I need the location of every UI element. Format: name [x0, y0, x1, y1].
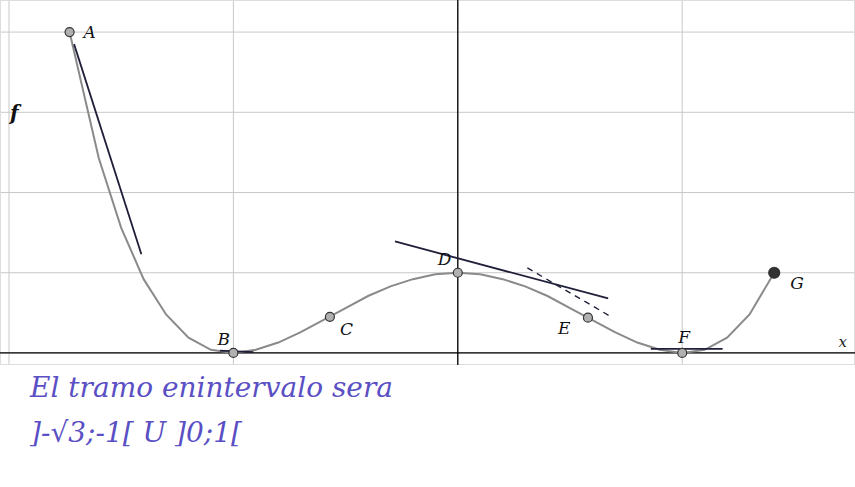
point-label: E: [557, 318, 571, 338]
point: [229, 348, 238, 357]
point: [453, 268, 462, 277]
plot-frame: [1, 1, 855, 365]
grid-line: [0, 32, 855, 33]
point: [65, 28, 74, 37]
grid-line: [0, 352, 855, 353]
tangent-line: [527, 268, 612, 318]
grid-line: [233, 0, 234, 365]
grid-line: [682, 0, 683, 365]
point: [325, 312, 334, 321]
point: [769, 267, 780, 278]
annotation: El tramo enintervalo sera: [29, 371, 393, 404]
x-axis: [0, 352, 855, 353]
tangent-line: [651, 348, 723, 350]
chart: A B C D E F Gx f El tramo enintervalo sera ]-√3;-…: [0, 0, 855, 487]
grid-line: [0, 192, 855, 193]
point-label: F: [677, 327, 691, 347]
y-axis: [457, 0, 458, 365]
tangent-line: [74, 44, 141, 254]
point-label: A: [82, 22, 96, 42]
annotation: ]-√3;-1[ U ]0;1[: [29, 416, 243, 449]
point-label: D: [437, 249, 452, 269]
tangent-line: [395, 241, 608, 298]
grid-line: [457, 0, 458, 365]
point: [583, 313, 592, 322]
x-axis-label: x: [839, 333, 848, 351]
point-label: C: [340, 319, 353, 339]
point: [678, 348, 687, 357]
curve: [70, 32, 775, 353]
point-label: G: [790, 273, 804, 293]
point-label: B: [216, 329, 230, 349]
grid-line: [8, 0, 9, 365]
y-axis-label: f: [8, 101, 22, 125]
plot-marks: [65, 28, 780, 358]
grid-line: [0, 272, 855, 273]
grid-line: [0, 112, 855, 113]
